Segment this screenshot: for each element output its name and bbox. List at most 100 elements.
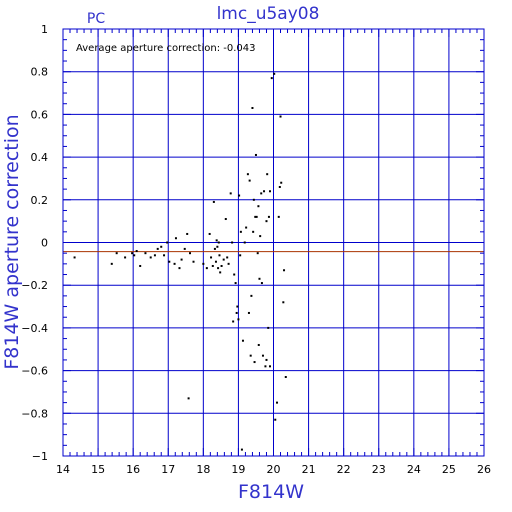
- y-tick-label: −1: [32, 450, 48, 463]
- data-point: [215, 239, 218, 242]
- data-point: [144, 252, 147, 255]
- data-point: [263, 190, 266, 193]
- data-point: [208, 232, 211, 235]
- data-point: [259, 235, 262, 238]
- data-point: [227, 262, 230, 265]
- y-tick-label: −0.6: [21, 365, 48, 378]
- data-point: [133, 254, 136, 257]
- data-point: [231, 241, 234, 244]
- data-point: [254, 153, 257, 156]
- data-point: [220, 264, 223, 267]
- data-point: [183, 247, 186, 250]
- data-point: [239, 254, 242, 257]
- data-point: [270, 77, 273, 80]
- data-point: [268, 190, 271, 193]
- y-tick-label: 0.4: [31, 151, 49, 164]
- data-point: [265, 358, 268, 361]
- y-tick-label: 0: [41, 237, 48, 250]
- x-tick-labels: 14 15 16 17 18 19 20 21 22 23 24 25 26: [56, 463, 491, 476]
- data-point: [212, 200, 215, 203]
- data-point: [248, 179, 251, 182]
- data-point: [163, 254, 166, 257]
- data-point: [187, 397, 190, 400]
- data-point: [246, 173, 249, 176]
- data-point: [178, 267, 181, 270]
- x-tick-label: 26: [477, 463, 491, 476]
- data-point: [224, 218, 227, 221]
- data-point: [257, 205, 260, 208]
- data-point: [214, 260, 217, 263]
- data-point: [256, 252, 259, 255]
- y-tick-label: 0.8: [31, 66, 49, 79]
- data-point: [268, 365, 271, 368]
- y-tick-label: 0.2: [31, 194, 49, 207]
- data-point: [267, 215, 270, 218]
- data-point: [139, 264, 142, 267]
- data-point: [276, 401, 279, 404]
- y-tick-label: −0.2: [21, 279, 48, 292]
- chart-title: lmc_u5ay08: [217, 4, 320, 24]
- data-point: [222, 258, 225, 261]
- data-point: [234, 282, 237, 285]
- average-annotation: Average aperture correction: -0.043: [76, 43, 256, 54]
- x-tick-label: 15: [91, 463, 105, 476]
- data-point: [180, 258, 183, 261]
- data-point: [218, 254, 221, 257]
- data-point: [160, 245, 163, 248]
- data-point: [277, 215, 280, 218]
- data-point: [260, 282, 263, 285]
- data-point: [253, 361, 256, 364]
- data-point: [254, 215, 257, 218]
- x-tick-label: 18: [196, 463, 210, 476]
- x-tick-label: 16: [126, 463, 140, 476]
- data-point: [250, 294, 253, 297]
- data-point: [210, 256, 213, 259]
- data-point: [166, 241, 169, 244]
- data-point: [255, 215, 258, 218]
- data-point: [257, 343, 260, 346]
- x-tick-label: 25: [442, 463, 456, 476]
- data-point: [110, 262, 113, 265]
- data-point: [213, 247, 216, 250]
- data-point: [115, 252, 118, 255]
- data-point: [279, 115, 282, 118]
- data-point: [241, 339, 244, 342]
- data-point: [235, 311, 238, 314]
- data-point: [226, 256, 229, 259]
- data-point: [243, 241, 246, 244]
- x-tick-label: 14: [56, 463, 70, 476]
- data-point: [239, 230, 242, 233]
- minor-ticks: [62, 28, 485, 457]
- data-point: [258, 277, 261, 280]
- y-tick-label: −0.8: [21, 407, 48, 420]
- data-point: [264, 365, 267, 368]
- data-point: [156, 247, 159, 250]
- y-tick-label: 1: [41, 23, 48, 36]
- data-point: [240, 448, 243, 451]
- data-point: [284, 376, 287, 379]
- data-point: [273, 72, 276, 75]
- data-point: [251, 106, 254, 109]
- data-point: [233, 273, 236, 276]
- corner-label: PC: [87, 11, 105, 27]
- y-tick-labels: −1 −0.8 −0.6 −0.4 −0.2 0 0.2 0.4 0.6 0.8 1: [21, 23, 48, 463]
- data-point: [205, 267, 208, 270]
- y-axis-title: F814W aperture correction: [1, 114, 23, 369]
- data-point: [237, 318, 240, 321]
- data-point: [192, 260, 195, 263]
- data-point: [283, 269, 286, 272]
- y-tick-label: 0.6: [31, 108, 49, 121]
- grid-lines: [62, 28, 485, 457]
- x-tick-label: 17: [161, 463, 175, 476]
- x-tick-label: 21: [302, 463, 316, 476]
- data-point: [252, 230, 255, 233]
- data-point: [168, 260, 171, 263]
- data-point: [261, 354, 264, 357]
- data-point: [216, 245, 219, 248]
- y-tick-label: −0.4: [21, 322, 48, 335]
- data-point: [266, 173, 269, 176]
- data-point: [229, 192, 232, 195]
- data-point: [278, 185, 281, 188]
- x-tick-label: 23: [372, 463, 386, 476]
